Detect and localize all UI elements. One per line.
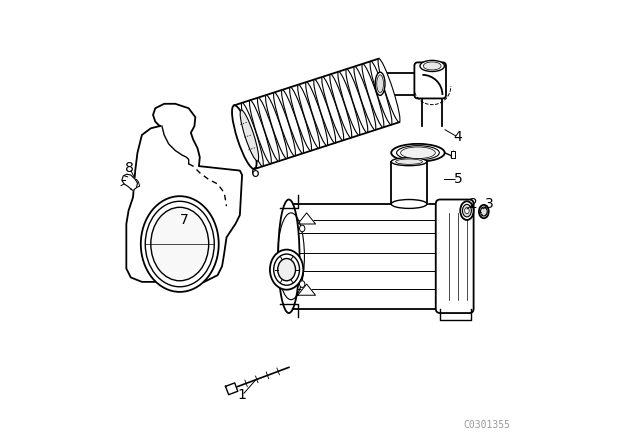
- Ellipse shape: [151, 207, 209, 281]
- Text: 6: 6: [251, 166, 260, 180]
- Ellipse shape: [465, 207, 469, 214]
- Polygon shape: [126, 104, 242, 282]
- FancyBboxPatch shape: [414, 62, 446, 99]
- Ellipse shape: [378, 59, 400, 122]
- Ellipse shape: [300, 281, 305, 288]
- Ellipse shape: [300, 225, 305, 232]
- Text: 5: 5: [454, 172, 462, 186]
- Ellipse shape: [241, 103, 263, 166]
- Bar: [451, 151, 455, 158]
- Ellipse shape: [257, 98, 280, 161]
- Text: C0301355: C0301355: [463, 420, 511, 430]
- Text: 3: 3: [485, 197, 493, 211]
- Ellipse shape: [290, 87, 312, 151]
- Polygon shape: [225, 383, 238, 395]
- Ellipse shape: [338, 72, 360, 135]
- Ellipse shape: [278, 258, 296, 281]
- Ellipse shape: [234, 105, 255, 169]
- Polygon shape: [298, 284, 316, 295]
- Ellipse shape: [481, 207, 487, 216]
- Ellipse shape: [346, 69, 368, 133]
- Ellipse shape: [278, 199, 300, 313]
- Ellipse shape: [322, 77, 344, 140]
- Polygon shape: [391, 162, 427, 204]
- Ellipse shape: [273, 92, 296, 156]
- Ellipse shape: [141, 196, 219, 292]
- Ellipse shape: [145, 201, 214, 287]
- Ellipse shape: [232, 105, 257, 169]
- Text: 4: 4: [454, 130, 462, 144]
- Ellipse shape: [391, 158, 427, 166]
- Ellipse shape: [401, 147, 435, 159]
- Ellipse shape: [397, 146, 439, 160]
- Ellipse shape: [306, 82, 328, 146]
- FancyBboxPatch shape: [278, 190, 469, 337]
- Text: 1: 1: [237, 388, 246, 402]
- Ellipse shape: [391, 144, 445, 162]
- Polygon shape: [440, 309, 472, 320]
- Ellipse shape: [250, 100, 271, 164]
- Ellipse shape: [460, 201, 474, 220]
- Ellipse shape: [420, 60, 444, 72]
- Ellipse shape: [298, 85, 319, 148]
- Polygon shape: [122, 174, 138, 190]
- Ellipse shape: [391, 199, 427, 208]
- Ellipse shape: [362, 64, 384, 127]
- Ellipse shape: [479, 205, 489, 218]
- Text: 7: 7: [180, 212, 189, 227]
- Text: 8: 8: [125, 161, 134, 175]
- Ellipse shape: [240, 110, 259, 161]
- Ellipse shape: [377, 75, 383, 93]
- Ellipse shape: [270, 250, 303, 290]
- Polygon shape: [298, 213, 316, 224]
- Ellipse shape: [314, 79, 335, 143]
- FancyBboxPatch shape: [436, 199, 474, 313]
- Ellipse shape: [266, 95, 287, 159]
- Ellipse shape: [423, 62, 441, 70]
- Ellipse shape: [370, 61, 392, 125]
- Ellipse shape: [375, 72, 385, 95]
- Ellipse shape: [282, 90, 303, 153]
- Ellipse shape: [396, 159, 422, 164]
- Ellipse shape: [330, 74, 352, 138]
- Polygon shape: [289, 204, 472, 309]
- Ellipse shape: [463, 204, 472, 217]
- Text: 2: 2: [469, 197, 478, 211]
- Ellipse shape: [274, 254, 300, 285]
- Ellipse shape: [354, 66, 376, 130]
